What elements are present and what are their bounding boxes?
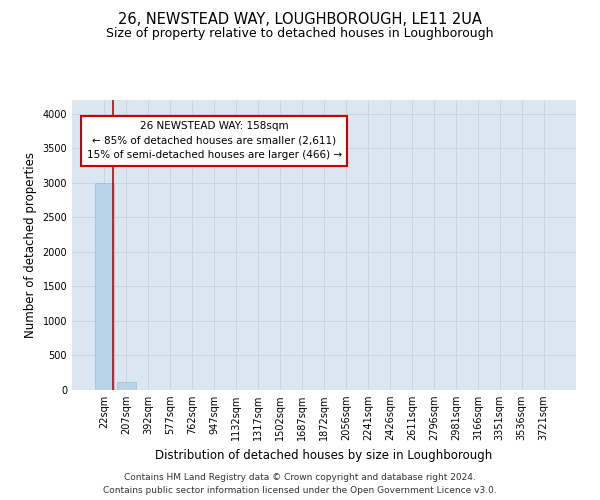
Bar	[117, 382, 136, 390]
Text: Size of property relative to detached houses in Loughborough: Size of property relative to detached ho…	[106, 28, 494, 40]
X-axis label: Distribution of detached houses by size in Loughborough: Distribution of detached houses by size …	[155, 448, 493, 462]
Y-axis label: Number of detached properties: Number of detached properties	[24, 152, 37, 338]
Text: Contains HM Land Registry data © Crown copyright and database right 2024.
Contai: Contains HM Land Registry data © Crown c…	[103, 474, 497, 495]
Text: 26, NEWSTEAD WAY, LOUGHBOROUGH, LE11 2UA: 26, NEWSTEAD WAY, LOUGHBOROUGH, LE11 2UA	[118, 12, 482, 28]
Bar	[95, 183, 113, 390]
Text: 26 NEWSTEAD WAY: 158sqm
← 85% of detached houses are smaller (2,611)
15% of semi: 26 NEWSTEAD WAY: 158sqm ← 85% of detache…	[86, 120, 341, 160]
